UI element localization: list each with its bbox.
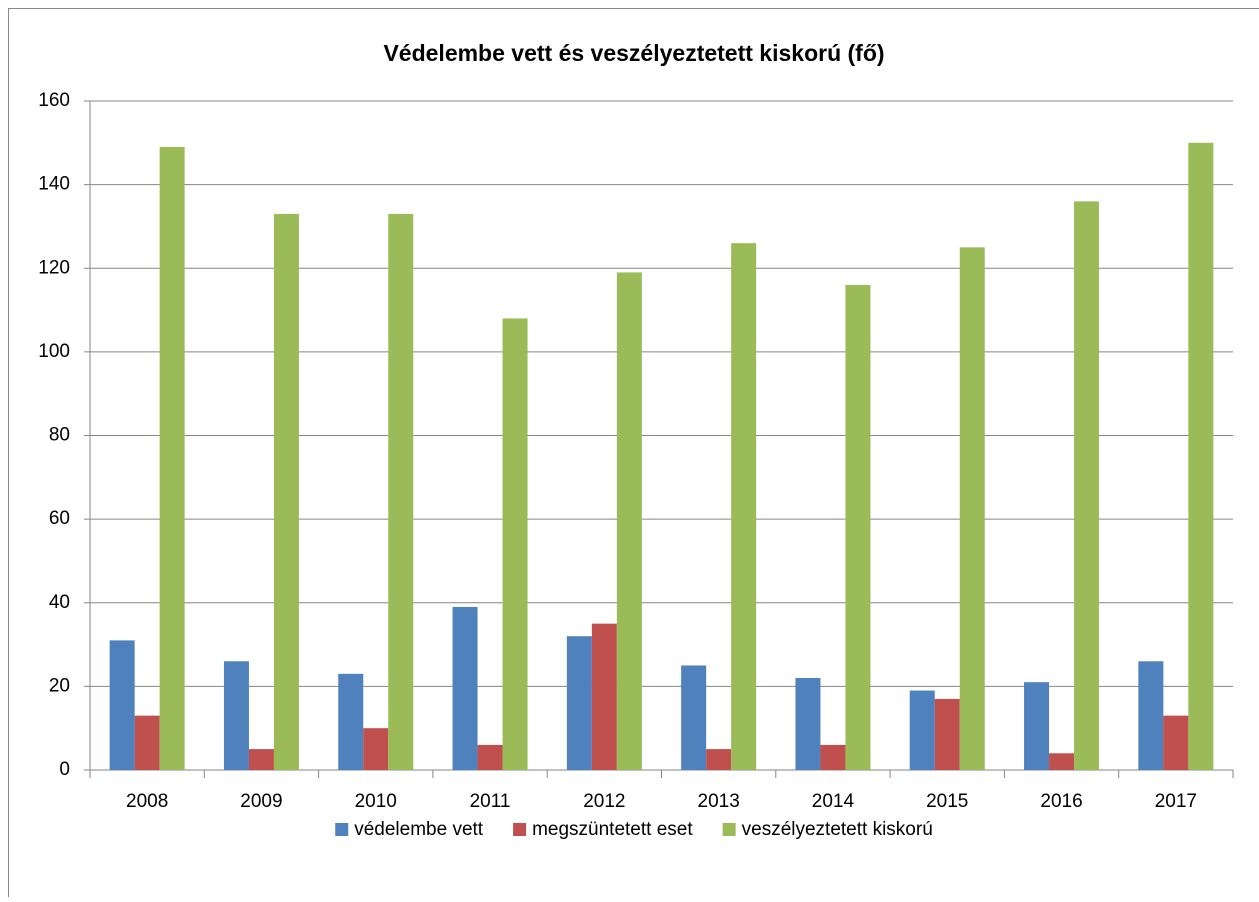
y-tick-label: 120 (38, 257, 70, 278)
bar (453, 607, 478, 770)
bar (224, 661, 249, 770)
bar (910, 691, 935, 770)
y-tick-label: 80 (49, 425, 70, 446)
bar (274, 214, 299, 770)
y-tick-label: 20 (49, 675, 70, 696)
bar (1049, 753, 1074, 770)
bar (592, 624, 617, 770)
y-tick-label: 60 (49, 508, 70, 529)
y-tick-label: 140 (38, 174, 70, 195)
legend-swatch (723, 823, 736, 836)
x-tick-label: 2011 (470, 791, 511, 812)
x-tick-label: 2012 (583, 791, 625, 812)
x-tick-label: 2008 (126, 791, 168, 812)
bar (1163, 716, 1188, 770)
bar (249, 749, 274, 770)
bar (135, 716, 160, 770)
bar (388, 214, 413, 770)
legend-label: védelembe vett (354, 819, 484, 840)
chart-title: Védelembe vett és veszélyeztetett kiskor… (383, 40, 884, 66)
bar (820, 745, 845, 770)
bar (935, 699, 960, 770)
x-tick-label: 2016 (1040, 791, 1082, 812)
bar (706, 749, 731, 770)
bar (567, 636, 592, 770)
bar (960, 247, 985, 770)
bar (363, 728, 388, 770)
bar (1188, 143, 1213, 770)
bar (795, 678, 820, 770)
y-tick-label: 0 (59, 759, 70, 780)
bar (338, 674, 363, 770)
bar (110, 640, 135, 770)
y-tick-label: 100 (38, 341, 70, 362)
bar (1024, 682, 1049, 770)
legend-swatch (513, 823, 526, 836)
legend-label: veszélyeztetett kiskorú (742, 819, 933, 840)
legend-swatch (335, 823, 348, 836)
bar (617, 272, 642, 770)
bar (1074, 201, 1099, 770)
bar (731, 243, 756, 770)
y-tick-label: 40 (49, 592, 70, 613)
x-tick-label: 2010 (355, 791, 397, 812)
x-tick-label: 2017 (1155, 791, 1197, 812)
y-tick-label: 160 (38, 90, 70, 111)
legend-label: megszüntetett eset (532, 819, 693, 840)
bar (681, 665, 706, 770)
x-tick-label: 2015 (926, 791, 968, 812)
bar (503, 318, 528, 770)
x-tick-label: 2013 (698, 791, 740, 812)
bar (160, 147, 185, 770)
bar (1138, 661, 1163, 770)
bar (845, 285, 870, 770)
x-tick-label: 2014 (812, 791, 855, 812)
bar (478, 745, 503, 770)
x-tick-label: 2009 (240, 791, 282, 812)
